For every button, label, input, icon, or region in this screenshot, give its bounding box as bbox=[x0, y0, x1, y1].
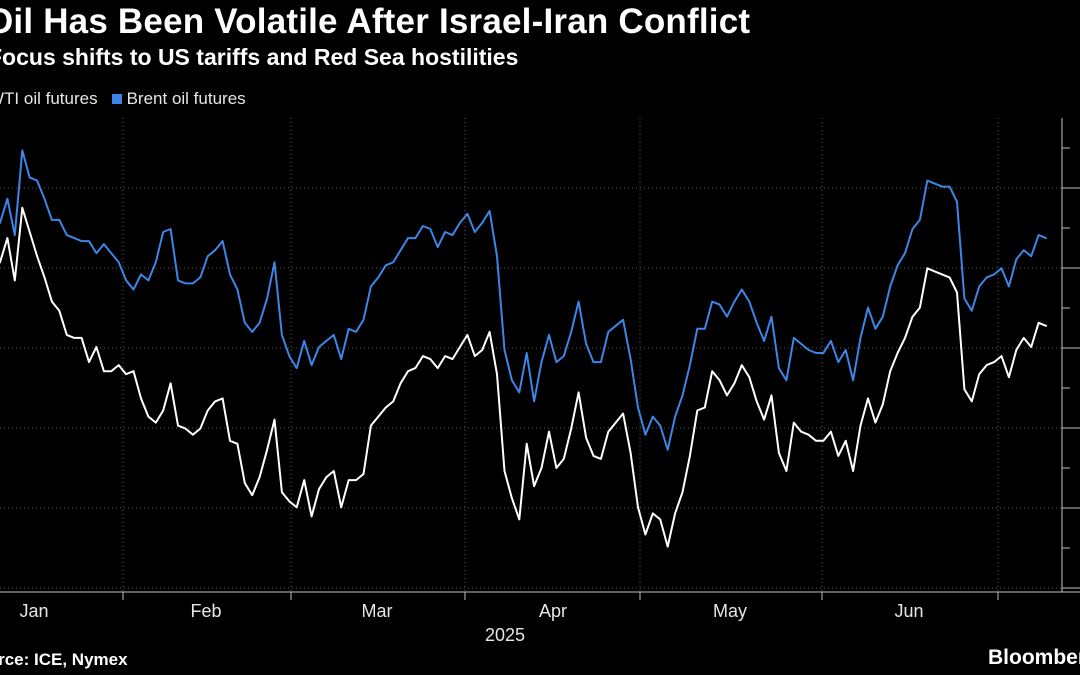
chart-subtitle: Focus shifts to US tariffs and Red Sea h… bbox=[0, 44, 519, 70]
legend-item-brent: Brent oil futures bbox=[111, 89, 246, 109]
brent-series-line bbox=[0, 149, 1047, 451]
legend-swatch-brent bbox=[111, 94, 122, 104]
x-tick-label-feb: Feb bbox=[190, 601, 221, 621]
series-lines bbox=[0, 149, 1047, 548]
source-note: Source: ICE, Nymex bbox=[0, 650, 128, 669]
x-tick-label-may: May bbox=[713, 601, 747, 621]
x-tick-label-jan: Jan bbox=[19, 601, 48, 621]
x-axis: Jan Feb Mar Apr May Jun bbox=[0, 118, 1080, 621]
x-tick-label-mar: Mar bbox=[362, 601, 393, 621]
legend-label-wti: WTI oil futures bbox=[0, 89, 98, 108]
legend: WTI oil futures Brent oil futures bbox=[0, 89, 260, 109]
wti-series-line bbox=[0, 206, 1047, 548]
legend-label-brent: Brent oil futures bbox=[126, 89, 246, 108]
x-tick-label-jun: Jun bbox=[894, 601, 923, 621]
legend-item-wti: WTI oil futures bbox=[0, 89, 98, 109]
gridlines bbox=[0, 118, 1062, 592]
chart-title: Oil Has Been Volatile After Israel-Iran … bbox=[0, 2, 751, 41]
x-axis-year-label: 2025 bbox=[485, 625, 525, 645]
bloomberg-logo: Bloomberg bbox=[988, 646, 1080, 669]
x-tick-label-apr: Apr bbox=[539, 601, 567, 621]
